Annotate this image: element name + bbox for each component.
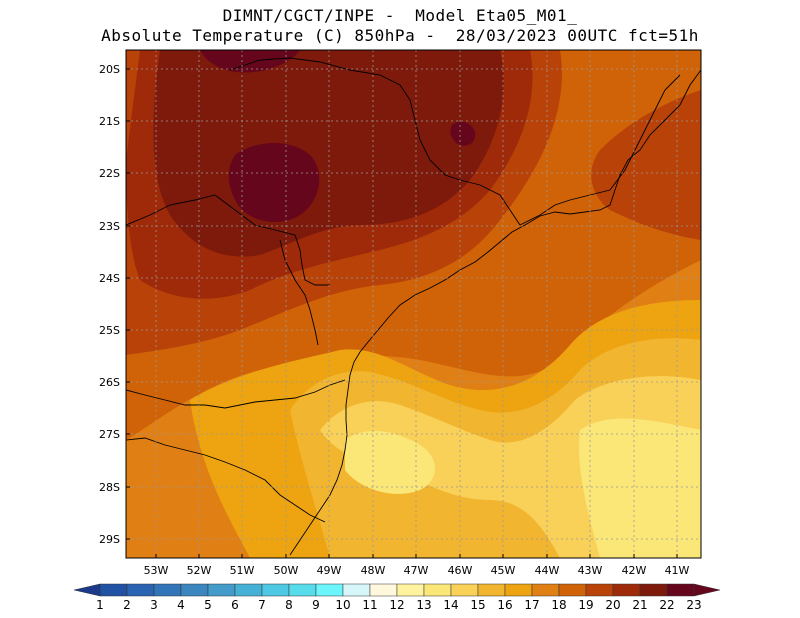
lon-tick-label: 52W: [187, 564, 212, 577]
colorbar-arrow-left: [73, 583, 101, 597]
colorbar: 1 2 3 4 5 6 7 8 9 10 11 12 13 14 15 16 17 18 19 20 21 22 23: [73, 583, 721, 612]
colorbar-label: 19: [578, 598, 593, 612]
colorbar-swatch: [639, 583, 668, 597]
colorbar-label: 8: [285, 598, 293, 612]
lon-tick-label: 42W: [622, 564, 647, 577]
colorbar-swatch: [531, 583, 560, 597]
colorbar-label: 18: [551, 598, 566, 612]
colorbar-swatch: [99, 583, 128, 597]
colorbar-label: 2: [123, 598, 131, 612]
colorbar-swatch: [612, 583, 641, 597]
state-border-ms-sp: [126, 194, 330, 286]
lat-tick-label: 22S: [99, 167, 120, 180]
colorbar-swatch: [477, 583, 506, 597]
lon-tick-label: 45W: [491, 564, 516, 577]
lon-tick-labels: 53W 52W 51W 50W 49W 48W 47W 46W 45W 44W 43W 42W 41W: [144, 554, 690, 577]
colorbar-label: 13: [416, 598, 431, 612]
lon-tick-label: 44W: [535, 564, 560, 577]
lon-tick-label: 51W: [230, 564, 255, 577]
colorbar-swatch: [180, 583, 209, 597]
lat-tick-label: 25S: [99, 324, 120, 337]
colorbar-label: 17: [524, 598, 539, 612]
field-band-14b: [345, 430, 435, 494]
boundaries: [126, 57, 701, 556]
lat-tick-label: 26S: [99, 376, 120, 389]
lat-tick-labels: 20S 21S 22S 23S 24S 25S 26S 27S 28S 29S: [99, 63, 130, 546]
field-band-23b: [200, 50, 300, 73]
colorbar-swatch: [153, 583, 182, 597]
colorbar-label: 10: [335, 598, 350, 612]
temperature-field: [126, 50, 701, 558]
lat-tick-label: 28S: [99, 481, 120, 494]
colorbar-swatch: [315, 583, 344, 597]
lon-tick-label: 46W: [448, 564, 473, 577]
lat-tick-label: 27S: [99, 428, 120, 441]
colorbar-arrow-right: [693, 583, 721, 597]
colorbar-swatch: [288, 583, 317, 597]
lon-tick-label: 43W: [578, 564, 603, 577]
colorbar-label: 9: [312, 598, 320, 612]
colorbar-label: 5: [204, 598, 212, 612]
colorbar-label: 14: [443, 598, 458, 612]
colorbar-label: 7: [258, 598, 266, 612]
lat-tick-label: 20S: [99, 63, 120, 76]
colorbar-label: 1: [96, 598, 104, 612]
colorbar-swatch: [558, 583, 587, 597]
colorbar-label: 23: [686, 598, 701, 612]
state-border-sp-mg: [229, 57, 521, 226]
colorbar-swatch: [450, 583, 479, 597]
colorbar-label: 20: [605, 598, 620, 612]
plot-frame: [125, 49, 702, 559]
colorbar-swatch: [342, 583, 371, 597]
state-border-pr-sc: [126, 379, 346, 409]
state-border-sc-rs: [126, 437, 326, 523]
coastline: [289, 69, 701, 556]
colorbar-label: 16: [497, 598, 512, 612]
colorbar-swatch: [261, 583, 290, 597]
lon-tick-label: 53W: [144, 564, 169, 577]
field-band-20b: [591, 90, 701, 240]
chart-title-line2: Absolute Temperature (C) 850hPa - 28/03/…: [101, 26, 699, 45]
colorbar-label: 15: [470, 598, 485, 612]
state-border-ms-pr: [279, 239, 319, 346]
lon-tick-label: 49W: [317, 564, 342, 577]
field-band-14: [579, 418, 701, 558]
colorbar-swatch: [396, 583, 425, 597]
lon-tick-label: 47W: [404, 564, 429, 577]
colorbar-label: 11: [362, 598, 377, 612]
colorbar-label: 3: [150, 598, 158, 612]
lat-tick-label: 23S: [99, 220, 120, 233]
colorbar-swatch: [207, 583, 236, 597]
colorbar-swatch: [585, 583, 614, 597]
colorbar-label: 21: [632, 598, 647, 612]
lon-tick-label: 50W: [274, 564, 299, 577]
colorbar-swatch: [666, 583, 695, 597]
graticule: [126, 50, 701, 558]
lon-tick-label: 48W: [361, 564, 386, 577]
state-border-mg-rj: [519, 74, 681, 226]
colorbar-label: 22: [659, 598, 674, 612]
colorbar-swatch: [234, 583, 263, 597]
colorbar-label: 4: [177, 598, 185, 612]
colorbar-label: 6: [231, 598, 239, 612]
lat-tick-label: 29S: [99, 533, 120, 546]
colorbar-swatch: [504, 583, 533, 597]
field-band-23c: [450, 121, 476, 146]
colorbar-label: 12: [389, 598, 404, 612]
chart-title-line1: DIMNT/CGCT/INPE - Model Eta05_M01_: [222, 6, 578, 25]
colorbar-swatch: [369, 583, 398, 597]
lat-tick-label: 24S: [99, 272, 120, 285]
lon-tick-label: 41W: [665, 564, 690, 577]
colorbar-swatch: [423, 583, 452, 597]
field-band-23: [228, 142, 320, 223]
lat-tick-label: 21S: [99, 115, 120, 128]
colorbar-swatch: [126, 583, 155, 597]
